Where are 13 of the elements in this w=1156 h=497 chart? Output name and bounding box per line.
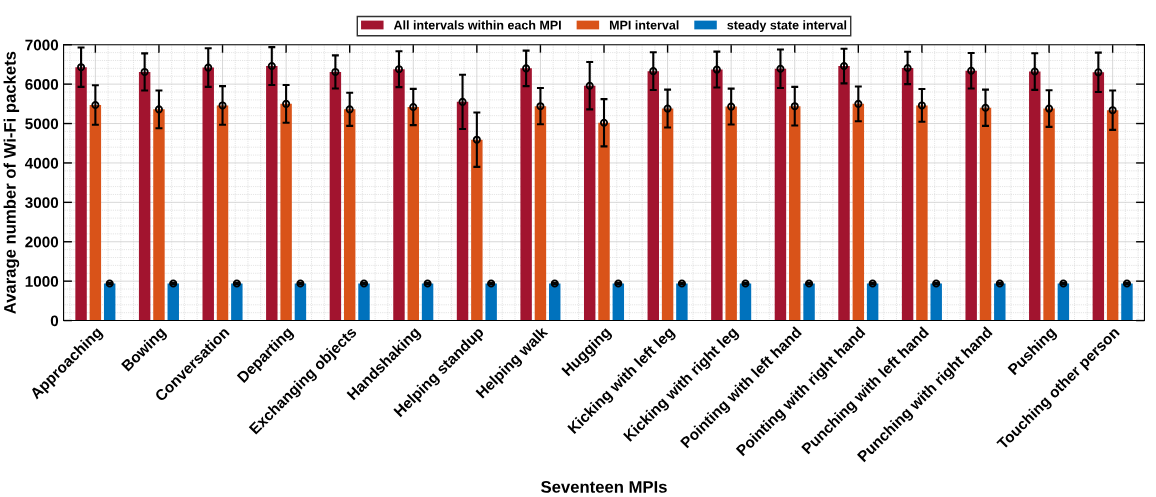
y-tick-label: 3000 (25, 197, 59, 209)
x-axis-title: Seventeen MPIs (541, 480, 667, 493)
legend-label: MPI interval (609, 20, 679, 30)
y-tick-label: 6000 (25, 79, 59, 90)
y-axis-title: Avarage number of Wi-Fi packets (3, 51, 20, 314)
y-tick-label: 7000 (25, 39, 59, 51)
y-tick-label: 2000 (25, 236, 59, 248)
legend-label: steady state interval (727, 20, 847, 32)
legend-label: All intervals within each MPI (393, 20, 561, 30)
y-tick-label: 5000 (25, 118, 59, 130)
y-tick-label: 0 (50, 315, 59, 327)
y-tick-label: 1000 (25, 276, 59, 287)
y-tick-label: 4000 (24, 157, 59, 169)
